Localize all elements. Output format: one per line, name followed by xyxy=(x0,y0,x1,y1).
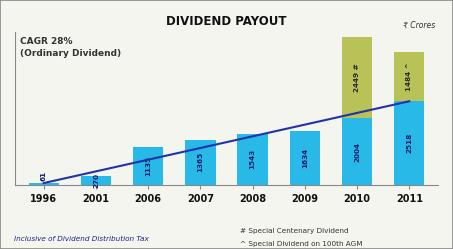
Text: 1484 ^: 1484 ^ xyxy=(406,62,412,91)
Bar xyxy=(289,131,320,185)
Text: 270: 270 xyxy=(93,173,99,188)
Bar xyxy=(342,118,372,185)
Text: 61: 61 xyxy=(41,171,47,181)
Text: # Special Centenary Dividend: # Special Centenary Dividend xyxy=(240,228,349,234)
Text: 1543: 1543 xyxy=(250,149,255,170)
Text: 2449 #: 2449 # xyxy=(354,63,360,92)
Text: CAGR 28%: CAGR 28% xyxy=(20,37,73,46)
Bar xyxy=(81,176,111,185)
Bar xyxy=(394,52,424,101)
Text: 2518: 2518 xyxy=(406,133,412,153)
Text: ^ Special Dividend on 100th AGM: ^ Special Dividend on 100th AGM xyxy=(240,241,362,247)
Title: DIVIDEND PAYOUT: DIVIDEND PAYOUT xyxy=(166,15,287,28)
Bar xyxy=(394,101,424,185)
Text: (Ordinary Dividend): (Ordinary Dividend) xyxy=(20,49,121,58)
Text: 1634: 1634 xyxy=(302,148,308,168)
Text: 2004: 2004 xyxy=(354,142,360,162)
Bar xyxy=(133,147,164,185)
Text: 1135: 1135 xyxy=(145,156,151,176)
Bar xyxy=(185,140,216,185)
Text: 1365: 1365 xyxy=(198,152,203,173)
Bar xyxy=(342,37,372,118)
Bar xyxy=(237,134,268,185)
Bar xyxy=(29,183,59,185)
Text: ₹ Crores: ₹ Crores xyxy=(403,21,435,30)
Text: Inclusive of Dividend Distribution Tax: Inclusive of Dividend Distribution Tax xyxy=(14,236,148,242)
